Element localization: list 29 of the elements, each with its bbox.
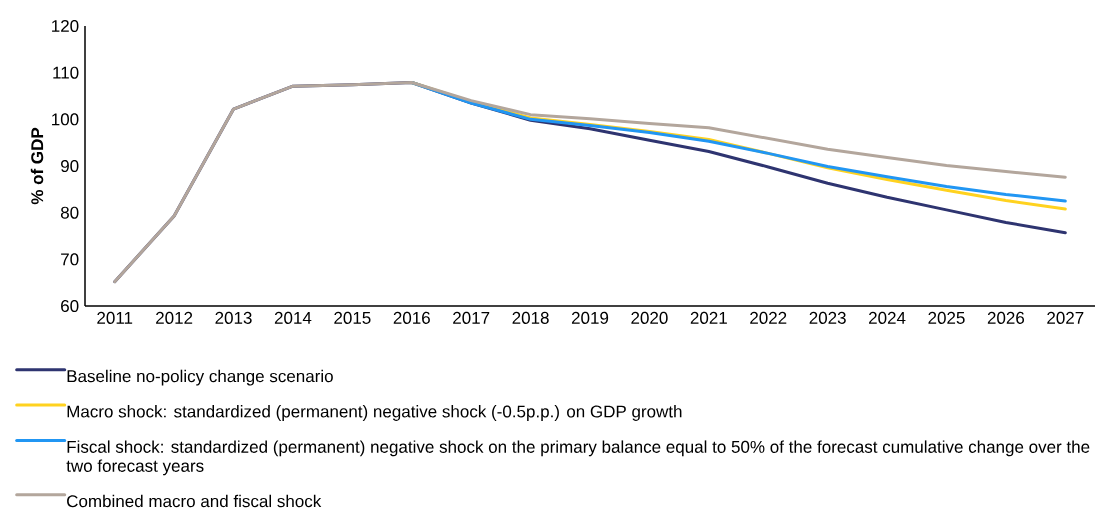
x-tick-label: 2016 [393, 311, 430, 324]
y-tick-label: 60 [61, 299, 79, 313]
legend-label: Macro shock: standardized (permanent) negative shock (-0.5p.p.) on GDP growth [67, 405, 682, 421]
y-tick-label: 80 [60, 206, 79, 219]
x-tick-label: 2026 [987, 311, 1025, 324]
y-tick-label: 120 [52, 19, 79, 33]
y-tick-label: 70 [61, 253, 79, 266]
legend-label: Combined macro and fiscal shock [67, 494, 322, 508]
x-tick-label: 2012 [156, 311, 193, 324]
x-tick-label: 2021 [690, 311, 727, 324]
y-axis-title: % of GDP [30, 127, 44, 205]
x-tick-label: 2027 [1047, 311, 1084, 324]
x-tick-label: 2011 [97, 311, 133, 324]
y-tick-label: 90 [61, 159, 79, 173]
legend-label: Fiscal shock: standardized (permanent) negative shock on the primary balance equal to 50% of the forecast cumulative change over the two forecast years [66, 440, 1090, 476]
x-tick-label: 2024 [869, 311, 906, 324]
x-tick-label: 2015 [334, 311, 371, 324]
y-tick-label: 110 [53, 66, 79, 79]
x-tick-label: 2013 [215, 311, 252, 324]
x-tick-label: 2023 [809, 311, 846, 324]
x-tick-label: 2022 [750, 311, 787, 324]
x-tick-label: 2018 [512, 311, 549, 324]
x-tick-label: 2019 [571, 311, 609, 324]
x-tick-label: 2014 [274, 311, 312, 324]
x-tick-label: 2017 [453, 311, 490, 324]
y-tick-label: 100 [52, 113, 79, 126]
x-tick-label: 2025 [928, 311, 965, 324]
x-tick-label: 2020 [631, 311, 668, 324]
legend-label: Baseline no-policy change scenario [67, 369, 333, 386]
